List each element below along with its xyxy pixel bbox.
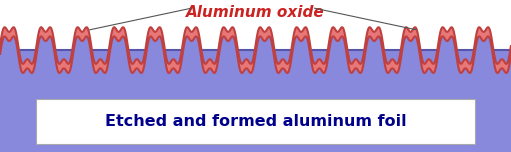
Bar	[36, 99, 475, 144]
Polygon shape	[0, 27, 511, 73]
Text: Etched and formed aluminum foil: Etched and formed aluminum foil	[105, 114, 406, 129]
Bar	[0, 50, 511, 152]
Text: Aluminum oxide: Aluminum oxide	[186, 5, 325, 20]
Polygon shape	[0, 36, 511, 152]
